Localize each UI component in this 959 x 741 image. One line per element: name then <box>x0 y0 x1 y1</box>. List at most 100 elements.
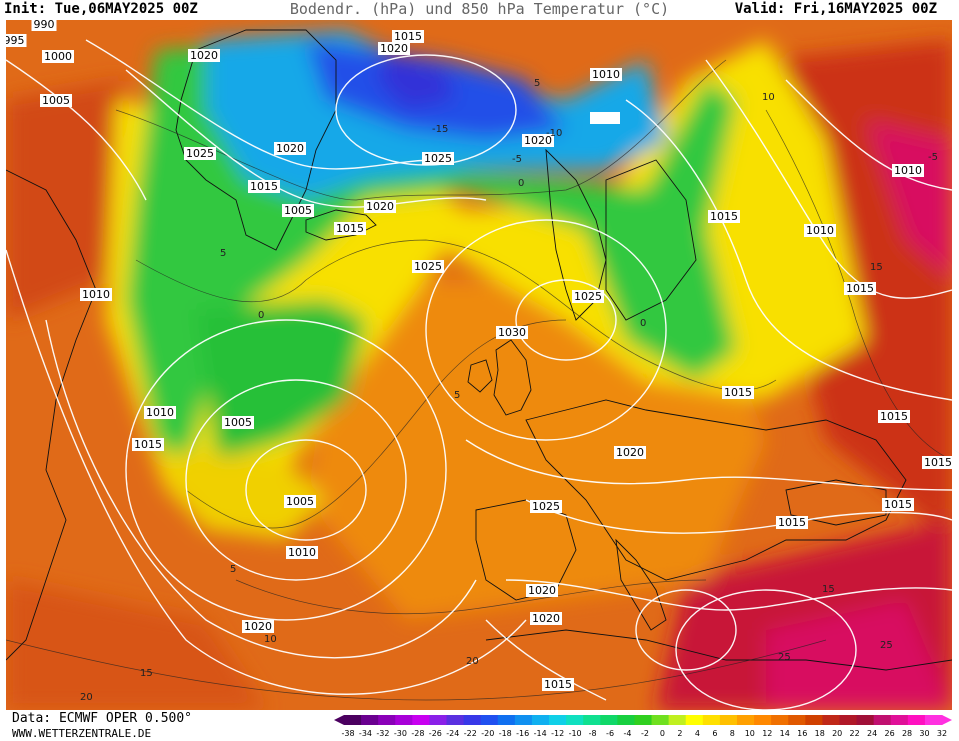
colorbar-tick-label: -18 <box>498 729 512 738</box>
svg-text:1015: 1015 <box>880 410 908 423</box>
colorbar-swatch <box>395 715 413 725</box>
colorbar-tick-label: 26 <box>884 729 895 738</box>
svg-text:1010: 1010 <box>592 68 620 81</box>
colorbar-swatch <box>668 715 687 725</box>
colorbar-swatch <box>344 715 362 725</box>
isobar-label: 1020 <box>614 446 646 459</box>
valid-time: Valid: Fri,16MAY2025 00Z <box>734 1 937 17</box>
colorbar-tick-label: -2 <box>641 729 649 738</box>
svg-text:1005: 1005 <box>42 94 70 107</box>
svg-text:1025: 1025 <box>414 260 442 273</box>
colorbar-swatch <box>463 715 482 725</box>
colorbar-tick-label: -12 <box>551 729 565 738</box>
weather-map: 990 995 1000 1005 1005 1005 1005 1010 1010 1010 10… <box>6 20 952 710</box>
svg-text:1025: 1025 <box>574 290 602 303</box>
isotherms <box>6 59 952 701</box>
svg-text:1010: 1010 <box>82 288 110 301</box>
colorbar-swatch <box>924 715 943 725</box>
isobar-label: 1020 <box>364 200 396 213</box>
svg-text:1015: 1015 <box>544 678 572 691</box>
svg-text:1005: 1005 <box>286 495 314 508</box>
colorbar-tick-label: -26 <box>428 729 442 738</box>
colorbar-tick-label: -38 <box>341 729 355 738</box>
svg-text:1010: 1010 <box>288 546 316 559</box>
isobar-label: 1010 <box>590 68 622 81</box>
svg-text:1025: 1025 <box>186 147 214 160</box>
colorbar-tick-label: -10 <box>568 729 582 738</box>
isobar-label: 1020 <box>274 142 306 155</box>
map-header: Init: Tue,06MAY2025 00Z Bodendr. (hPa) u… <box>0 0 959 20</box>
colorbar-swatch <box>702 715 721 725</box>
isobar-label: 1025 <box>184 147 216 160</box>
svg-text:995: 995 <box>6 34 25 47</box>
isotherm-label: 20 <box>80 692 93 703</box>
isobar-label: 1025 <box>530 500 562 513</box>
colorbar-swatch <box>378 715 396 725</box>
map-canvas: 9909951000100510051005100510101010101010… <box>6 20 952 710</box>
colorbar-swatch <box>531 715 550 725</box>
isobar-label: 1025 <box>572 290 604 303</box>
colorbar-tick-label: -24 <box>446 729 460 738</box>
colorbar-swatch <box>651 715 670 725</box>
colorbar-swatch <box>873 715 892 725</box>
colorbar-swatch <box>566 715 584 725</box>
colorbar-tick-label: -20 <box>481 729 495 738</box>
map-footer: Data: ECMWF OPER 0.500° WWW.WETTERZENTRA… <box>0 710 959 741</box>
svg-text:1025: 1025 <box>424 152 452 165</box>
svg-text:1005: 1005 <box>284 204 312 217</box>
colorbar-swatch <box>685 715 704 725</box>
colorbar-tick-label: 0 <box>659 729 666 738</box>
isobar-label: 1015 <box>722 386 754 399</box>
isobar-label: 990 <box>31 20 57 31</box>
isobar-label: 1020 <box>188 49 220 62</box>
colorbar-tick-label: -22 <box>463 729 477 738</box>
isobar-label: 1010 <box>804 224 836 237</box>
colorbar-tick-label: 6 <box>712 729 718 738</box>
isotherm-label: 10 <box>762 92 775 103</box>
isotherm-label: 25 <box>778 652 791 663</box>
isobar-label: 1015 <box>708 210 740 223</box>
colorbar-swatch <box>839 715 858 725</box>
colorbar-tick-label: -4 <box>623 729 632 738</box>
isotherm-label: 10 <box>264 634 277 645</box>
isobar-label: 1015 <box>334 222 366 235</box>
colorbar-swatch <box>890 715 909 725</box>
isobar-label: 1015 <box>392 30 424 43</box>
isotherm-label: 5 <box>454 390 460 401</box>
isobar-label: 1015 <box>542 678 574 691</box>
isotherm-label: 5 <box>220 248 226 259</box>
colorbar-swatch <box>361 715 379 725</box>
svg-text:1015: 1015 <box>250 180 278 193</box>
isotherm-label: 15 <box>870 262 883 273</box>
isotherm-label: -5 <box>512 154 522 165</box>
svg-text:1025: 1025 <box>532 500 560 513</box>
colorbar-tick-label: -30 <box>393 729 407 738</box>
isobar-label: 1010 <box>892 164 924 177</box>
data-gap-patch <box>590 112 620 124</box>
colorbar-ticks: -38 -34 -32 -30 -28 -26 -24 -22 -20 -18 -16 -14 -12-… <box>334 729 954 741</box>
colorbar-swatch <box>583 715 601 725</box>
colorbar-tick-label: -32 <box>376 729 390 738</box>
svg-text:1020: 1020 <box>616 446 644 459</box>
isobar-label: 1005 <box>284 495 316 508</box>
colorbar-tick-label: 4 <box>694 729 700 738</box>
svg-text:1005: 1005 <box>224 416 252 429</box>
isobar-label: 1010 <box>80 288 112 301</box>
colorbar-swatch <box>754 715 772 725</box>
colorbar-swatch <box>907 715 926 725</box>
data-source: Data: ECMWF OPER 0.500° <box>12 711 193 726</box>
colorbar-tick-label: 28 <box>901 729 913 738</box>
isobar-label: 1015 <box>844 282 876 295</box>
isobar-label: 1020 <box>378 42 410 55</box>
colorbar-swatch <box>736 715 755 725</box>
svg-text:1015: 1015 <box>134 438 162 451</box>
colorbar-tick-label: 18 <box>814 729 825 738</box>
svg-text:1020: 1020 <box>244 620 272 633</box>
colorbar-swatch <box>634 715 653 725</box>
isobar-label: 1015 <box>878 410 910 423</box>
colorbar-swatch <box>805 715 823 725</box>
svg-text:990: 990 <box>34 20 55 31</box>
website-link[interactable]: WWW.WETTERZENTRALE.DE <box>12 727 152 740</box>
svg-text:1020: 1020 <box>532 612 560 625</box>
isobar-label: 1015 <box>248 180 280 193</box>
